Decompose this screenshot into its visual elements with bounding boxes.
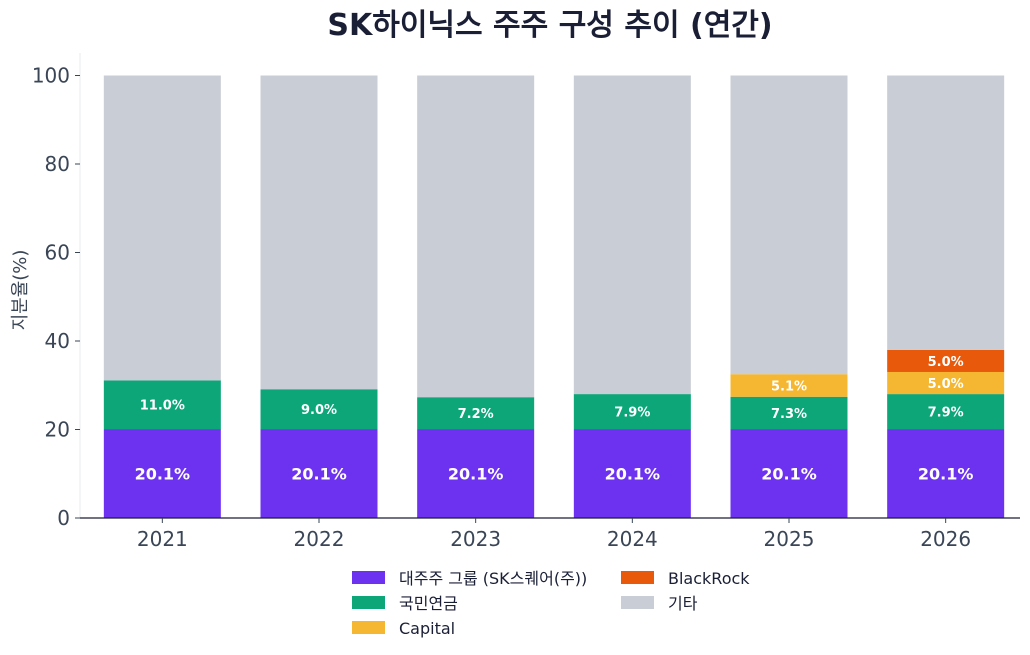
data-label: 5.0% [928, 377, 964, 392]
x-tick-label: 2021 [137, 527, 188, 551]
bar-segment [260, 389, 378, 430]
data-label: 11.0% [140, 399, 185, 414]
bar-segment [573, 394, 691, 430]
data-label: 20.1% [761, 465, 817, 484]
y-tick-label: 20 [45, 418, 70, 442]
data-label: 7.2% [458, 407, 494, 422]
bar-segment [887, 429, 1005, 518]
data-label: 9.0% [301, 403, 337, 418]
bar-segment [887, 371, 1005, 395]
y-tick-label: 80 [45, 152, 70, 176]
bar-segment [417, 75, 535, 398]
data-label: 5.0% [928, 355, 964, 370]
bar-segment [103, 429, 221, 518]
x-tick-label: 2022 [294, 527, 345, 551]
x-tick-label: 2026 [920, 527, 971, 551]
bar-segment [260, 75, 378, 390]
bar-segment [103, 380, 221, 430]
data-label: 7.9% [928, 406, 964, 421]
bar-segment [730, 429, 848, 518]
axes: 0 20 40 60 80 100 2021 2022 2023 2024 2025 2026 [32, 53, 1020, 551]
bar-segment [573, 75, 691, 395]
x-tick-label: 2023 [450, 527, 501, 551]
bars-group [103, 75, 1005, 518]
bar-segment [887, 349, 1005, 372]
data-label: 20.1% [605, 465, 661, 484]
legend-label: 기타 [668, 594, 698, 613]
y-tick-label: 60 [45, 241, 70, 265]
bar-segment [730, 75, 848, 375]
data-label: 7.3% [771, 407, 807, 422]
bar-segment [103, 75, 221, 381]
bar-segment [260, 429, 378, 518]
bar-segment [730, 374, 848, 397]
data-label: 20.1% [291, 465, 347, 484]
x-tick-label: 2024 [607, 527, 658, 551]
legend-swatch [352, 596, 385, 609]
data-label: 20.1% [448, 465, 504, 484]
legend-swatch [621, 571, 654, 584]
legend-swatch [621, 596, 654, 609]
bar-segment [573, 429, 691, 518]
bar-segment [417, 429, 535, 518]
data-label: 7.9% [614, 406, 650, 421]
y-tick-label: 0 [57, 506, 70, 530]
chart-title: SK하이닉스 주주 구성 추이 (연간) [327, 8, 772, 43]
x-tick-label: 2025 [764, 527, 815, 551]
legend-label: BlackRock [668, 569, 750, 588]
legend-label: 국민연금 [399, 594, 458, 613]
legend-label: Capital [399, 619, 455, 638]
segment-labels: 20.1% 11.0% 20.1% 9.0% 20.1% 7.2% 20.1% 7.9% 20.… [135, 355, 974, 484]
legend-swatch [352, 621, 385, 634]
bar-segment [887, 394, 1005, 430]
data-label: 20.1% [918, 465, 974, 484]
bar-segment [887, 75, 1005, 350]
bar-segment [730, 396, 848, 430]
data-label: 5.1% [771, 379, 807, 394]
legend: 대주주 그룹 (SK스퀘어(주)) BlackRock 국민연금 기타 Capital [352, 569, 750, 638]
legend-label: 대주주 그룹 (SK스퀘어(주)) [399, 569, 587, 588]
y-axis-label: 지분율(%) [10, 250, 31, 331]
y-tick-label: 40 [45, 329, 70, 353]
y-tick-label: 100 [32, 64, 70, 88]
bar-segment [417, 397, 535, 430]
legend-swatch [352, 571, 385, 584]
data-label: 20.1% [135, 465, 191, 484]
